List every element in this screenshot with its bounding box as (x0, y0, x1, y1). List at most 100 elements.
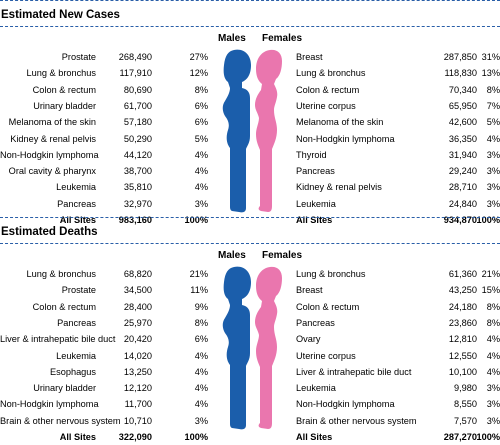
count-value: 31,940 (448, 149, 477, 160)
percent-value: 9% (194, 301, 208, 312)
percent-value: 100% (476, 215, 500, 225)
table-row: Uterine corpus 65,950 7% (296, 99, 500, 114)
count-value: 322,090 (118, 432, 152, 442)
percent-value: 21% (481, 269, 500, 279)
table-row: Brain & other nervous system 10,710 3% (0, 414, 212, 429)
site-label: Pancreas (57, 198, 96, 209)
percent-value: 3% (486, 198, 500, 209)
site-label: Pancreas (296, 166, 335, 177)
table-row: Lung & bronchus 118,830 13% (296, 66, 500, 81)
females-heading: Females (262, 250, 303, 261)
percent-value: 6% (194, 100, 208, 111)
percent-value: 11% (190, 285, 208, 296)
count-value: 24,180 (448, 301, 477, 312)
site-label: Non-Hodgkin lymphoma (0, 399, 99, 410)
site-label: Kidney & renal pelvis (296, 182, 382, 193)
count-value: 934,870 (443, 215, 477, 225)
percent-value: 6% (194, 117, 208, 128)
percent-value: 21% (189, 269, 208, 279)
site-label: Pancreas (296, 317, 335, 328)
percent-value: 7% (486, 100, 500, 111)
total-row: All Sites 983,160 100% (0, 213, 212, 228)
percent-value: 3% (486, 383, 500, 394)
percent-value: 4% (486, 366, 500, 377)
percent-value: 8% (486, 317, 500, 328)
top-divider (0, 0, 500, 1)
table-row: Pancreas 23,860 8% (296, 316, 500, 331)
table-row: Liver & intrahepatic bile duct 20,420 6% (0, 332, 212, 347)
table-row: Non-Hodgkin lymphoma 8,550 3% (296, 397, 500, 412)
site-label: Uterine corpus (296, 350, 356, 361)
site-label: All Sites (296, 215, 333, 225)
site-label: Non-Hodgkin lymphoma (0, 149, 99, 160)
count-value: 38,700 (123, 166, 152, 177)
male-female-silhouettes (222, 266, 282, 430)
percent-value: 27% (189, 52, 208, 62)
table-row: Esophagus 13,250 4% (0, 365, 212, 380)
site-label: Oral cavity & pharynx (8, 166, 96, 177)
percent-value: 31% (481, 52, 500, 62)
site-label: Colon & rectum (296, 84, 360, 95)
count-value: 20,420 (123, 334, 152, 345)
percent-value: 3% (194, 198, 208, 209)
total-row: All Sites 322,090 100% (0, 430, 212, 445)
table-row: Urinary bladder 61,700 6% (0, 99, 212, 114)
site-label: Pancreas (57, 317, 96, 328)
site-label: Urinary bladder (33, 100, 96, 111)
table-row: Prostate 268,490 27% (0, 50, 212, 65)
percent-value: 3% (194, 415, 208, 426)
table-row: Melanoma of the skin 57,180 6% (0, 115, 212, 130)
percent-value: 100% (476, 432, 500, 442)
percent-value: 4% (194, 366, 208, 377)
male-female-silhouettes (222, 49, 282, 213)
table-row: Lung & bronchus 61,360 21% (296, 267, 500, 282)
site-label: Melanoma of the skin (8, 117, 96, 128)
site-label: Colon & rectum (32, 84, 96, 95)
table-row: Non-Hodgkin lymphoma 11,700 4% (0, 397, 212, 412)
percent-value: 8% (486, 84, 500, 95)
site-label: Leukemia (296, 198, 336, 209)
site-label: Leukemia (56, 182, 96, 193)
count-value: 36,350 (448, 133, 477, 144)
table-row: Non-Hodgkin lymphoma 44,120 4% (0, 148, 212, 163)
count-value: 80,690 (123, 84, 152, 95)
site-label: Prostate (61, 285, 96, 296)
site-label: Thyroid (296, 149, 327, 160)
percent-value: 4% (486, 334, 500, 345)
count-value: 8,550 (454, 399, 477, 410)
site-label: Liver & intrahepatic bile duct (296, 366, 412, 377)
count-value: 42,600 (448, 117, 477, 128)
percent-value: 100% (184, 432, 209, 442)
percent-value: 13% (481, 68, 500, 79)
percent-value: 4% (194, 149, 208, 160)
count-value: 9,980 (454, 383, 477, 394)
table-row: Non-Hodgkin lymphoma 36,350 4% (296, 132, 500, 147)
count-value: 68,820 (123, 269, 152, 279)
percent-value: 4% (194, 166, 208, 177)
count-value: 61,700 (123, 100, 152, 111)
male-silhouette-icon (222, 49, 251, 213)
table-row: Uterine corpus 12,550 4% (296, 349, 500, 364)
site-label: Leukemia (296, 383, 336, 394)
site-label: Colon & rectum (32, 301, 96, 312)
table-row: Ovary 12,810 4% (296, 332, 500, 347)
table-row: Melanoma of the skin 42,600 5% (296, 115, 500, 130)
males-heading: Males (218, 250, 246, 261)
percent-value: 5% (486, 117, 500, 128)
section-divider (0, 243, 500, 244)
count-value: 28,710 (448, 182, 477, 193)
percent-value: 100% (184, 215, 209, 225)
count-value: 12,120 (123, 383, 152, 394)
site-label: Leukemia (56, 350, 96, 361)
table-row: Colon & rectum 24,180 8% (296, 300, 500, 315)
total-row: All Sites 287,270 100% (296, 430, 500, 445)
count-value: 50,290 (123, 133, 152, 144)
percent-value: 4% (194, 383, 208, 394)
site-label: Lung & bronchus (26, 269, 96, 279)
table-row: Oral cavity & pharynx 38,700 4% (0, 164, 212, 179)
count-value: 24,840 (448, 198, 477, 209)
section-title: Estimated Deaths (1, 226, 98, 238)
count-value: 118,830 (444, 68, 477, 79)
count-value: 44,120 (123, 149, 152, 160)
site-label: Lung & bronchus (296, 68, 366, 79)
